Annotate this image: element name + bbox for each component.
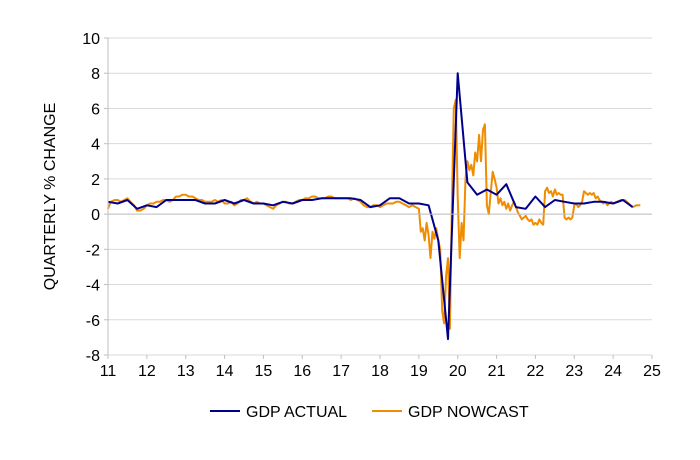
y-tick-label: 4 xyxy=(91,137,100,154)
y-tick-label: 6 xyxy=(91,101,100,118)
y-tick-label: 0 xyxy=(91,207,100,224)
y-tick-labels: -8 -6 -4 -2 0 2 4 6 8 10 xyxy=(82,31,100,365)
x-tick-label: 20 xyxy=(449,363,467,380)
axes xyxy=(104,37,653,359)
y-tick-label: -4 xyxy=(86,278,100,295)
y-tick-label: 2 xyxy=(91,172,100,189)
x-tick-labels: 11 12 13 14 15 16 17 18 19 20 21 22 23 24 25 xyxy=(100,363,661,380)
y-tick-label: -2 xyxy=(86,242,100,259)
gridlines xyxy=(108,37,652,356)
series-line-gdp-actual xyxy=(107,72,634,341)
x-tick-label: 19 xyxy=(410,363,428,380)
y-tick-label: 8 xyxy=(91,66,100,83)
x-tick-label: 22 xyxy=(527,363,545,380)
x-tick-label: 14 xyxy=(216,363,234,380)
series-lines xyxy=(107,72,641,341)
x-tick-label: 23 xyxy=(565,363,583,380)
legend: GDP ACTUAL GDP NOWCAST xyxy=(210,404,529,421)
x-tick-label: 15 xyxy=(255,363,273,380)
x-tick-label: 13 xyxy=(177,363,195,380)
legend-label-gdp-nowcast: GDP NOWCAST xyxy=(408,404,529,421)
x-tick-label: 16 xyxy=(293,363,311,380)
x-tick-label: 17 xyxy=(332,363,350,380)
x-tick-label: 18 xyxy=(371,363,389,380)
y-tick-label: -6 xyxy=(86,313,100,330)
x-tick-label: 12 xyxy=(138,363,156,380)
y-axis-title: QUARTERLY % CHANGE xyxy=(42,103,59,291)
x-tick-label: 24 xyxy=(604,363,622,380)
y-tick-label: 10 xyxy=(82,31,100,48)
y-tick-label: -8 xyxy=(86,348,100,365)
plot-area xyxy=(108,38,652,355)
series-line-gdp-nowcast xyxy=(107,98,641,330)
legend-label-gdp-actual: GDP ACTUAL xyxy=(246,404,347,421)
x-tick-label: 11 xyxy=(100,363,117,380)
x-tick-label: 21 xyxy=(488,363,506,380)
x-tick-label: 25 xyxy=(643,363,661,380)
